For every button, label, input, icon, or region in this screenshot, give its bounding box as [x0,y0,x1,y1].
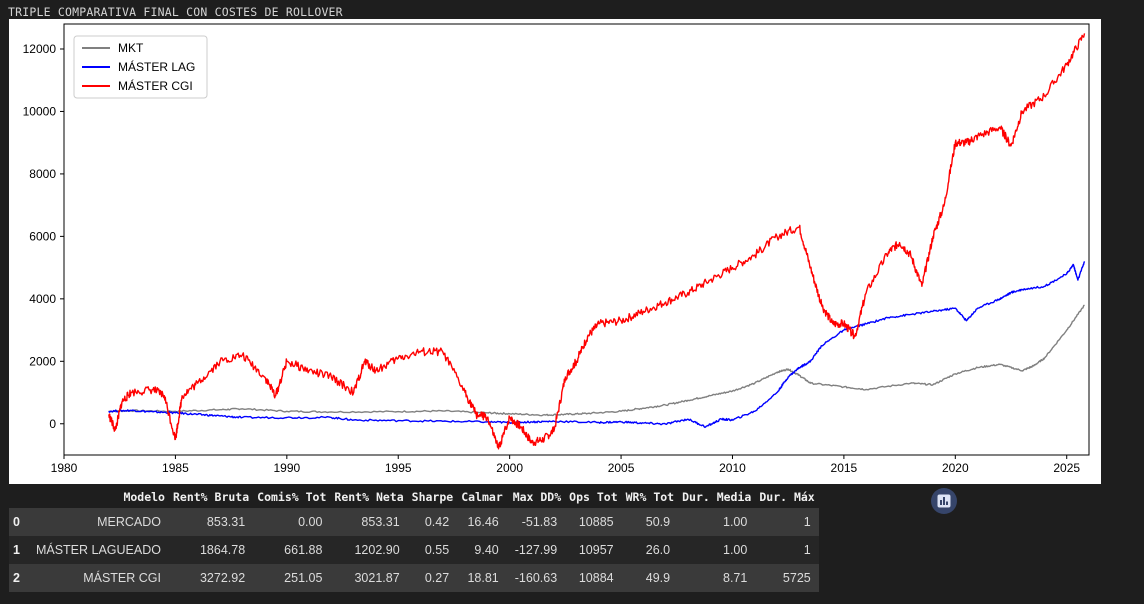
legend-box [73,35,208,99]
table-cell: -127.99 [506,536,566,564]
table-cell: 1.00 [678,536,756,564]
table-cell: MÁSTER LAGUEADO [27,536,169,564]
col-header: Rent% Neta [334,490,404,504]
legend-label: MÁSTER LAG [118,59,195,74]
legend-label: MKT [118,41,144,55]
table-cell: 0.42 [407,508,458,536]
table-cell: 3021.87 [330,564,408,592]
table-header-row: Modelo Rent% Bruta Comis% Tot Rent% Neta… [9,486,819,508]
table-cell: 0.55 [407,536,458,564]
table-cell: 10884 [565,564,622,592]
table-cell: 26.0 [621,536,679,564]
table-cell: MERCADO [27,508,169,536]
chart-suggestion-button[interactable] [931,488,957,514]
table-cell: MÁSTER CGI [27,564,169,592]
col-header: Sharpe [411,490,454,504]
series-line-2 [108,261,1086,429]
col-header: Ops Tot [569,490,618,504]
table-cell: -51.83 [506,508,566,536]
plot-frame [63,23,1090,456]
x-tick-label: 2010 [719,461,746,475]
x-tick-label: 2015 [831,461,858,475]
col-header: Modelo [123,490,165,504]
x-tick-label: 2025 [1053,461,1080,475]
table-cell: 8.71 [678,564,756,592]
y-tick-label: 4000 [29,292,56,306]
legend-label: MÁSTER CGI [118,78,193,93]
y-tick-label: 8000 [29,167,56,181]
bar-chart-icon [937,494,951,508]
row-index: 0 [9,508,28,536]
table-cell: 18.81 [457,564,507,592]
table-row: 0 MERCADO 853.31 0.00 853.31 0.42 16.46 … [9,508,819,536]
x-tick-label: 1980 [51,461,78,475]
table-cell: 9.40 [457,536,507,564]
table-cell: 1202.90 [330,536,408,564]
x-tick-label: 1995 [385,461,412,475]
table-cell: 3272.92 [168,564,254,592]
table-cell: 661.88 [253,536,331,564]
table-cell: 0.00 [253,508,331,536]
x-tick-label: 1990 [273,461,300,475]
table-cell: 1.00 [678,508,756,536]
col-header: WR% Tot [625,490,675,504]
x-tick-label: 1985 [162,461,189,475]
table-cell: 5725 [755,564,819,592]
x-tick-label: 2005 [608,461,635,475]
col-header: Comis% Tot [257,490,327,504]
table-row: 1 MÁSTER LAGUEADO 1864.78 661.88 1202.90… [9,536,819,564]
y-tick-label: 6000 [29,229,56,243]
chart-svg: 1980 1985 1990 1995 2000 2005 2010 2015 2020 2025… [23,23,1090,475]
row-index: 2 [9,564,28,592]
table-cell: 251.05 [253,564,331,592]
table-cell: 10885 [565,508,622,536]
table-cell: 16.46 [457,508,507,536]
y-tick-label: 10000 [23,104,57,118]
table-cell: 853.31 [168,508,254,536]
output-title: TRIPLE COMPARATIVA FINAL CON COSTES DE R… [8,5,343,19]
y-tick-label: 2000 [29,354,56,368]
col-header: Rent% Bruta [172,490,250,504]
table-cell: 0.27 [407,564,458,592]
x-tick-label: 2000 [496,461,523,475]
x-tick-label: 2020 [942,461,969,475]
table-cell: 1 [755,508,819,536]
table-cell: 1 [755,536,819,564]
table-cell: 10957 [565,536,622,564]
series-line-3 [107,33,1086,450]
col-header: Calmar [461,490,503,504]
row-index: 1 [9,536,28,564]
index-header [9,486,28,508]
col-header: Max DD% [512,490,562,504]
y-tick-label: 0 [49,417,56,431]
results-table: Modelo Rent% Bruta Comis% Tot Rent% Neta… [9,486,819,592]
col-header: Dur. Máx [759,490,815,504]
table-cell: -160.63 [506,564,566,592]
table-cell: 50.9 [621,508,679,536]
y-tick-label: 12000 [23,42,57,56]
table-cell: 853.31 [330,508,408,536]
table-cell: 1864.78 [168,536,254,564]
line-chart: 1980 1985 1990 1995 2000 2005 2010 2015 2020 2025… [9,19,1101,484]
table-row: 2 MÁSTER CGI 3272.92 251.05 3021.87 0.27… [9,564,819,592]
col-header: Dur. Media [682,490,752,504]
series-line-1 [108,304,1085,417]
table-cell: 49.9 [621,564,679,592]
